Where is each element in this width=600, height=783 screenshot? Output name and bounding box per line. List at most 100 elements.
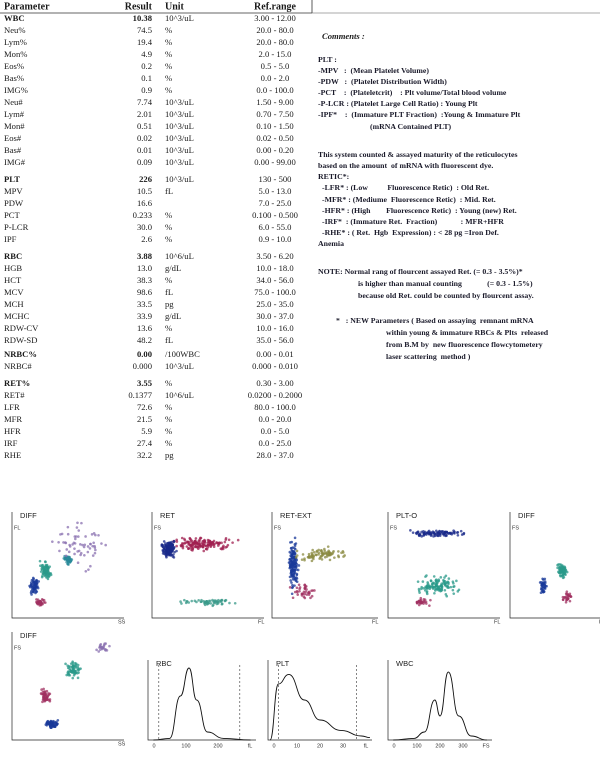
y-axis-label: FL [14,525,20,531]
result: 13.6 [137,323,153,333]
ref-range: 130 - 500 [259,174,292,184]
ref-range: 10.0 - 16.0 [256,323,293,333]
comment-line: from B.M by new fluorescence flowcytomet… [386,340,543,349]
dot [209,541,212,544]
dot [181,546,185,550]
unit: 10^6/uL [165,251,194,261]
dot [561,598,565,602]
dot [417,603,421,607]
unit: % [165,37,172,47]
dot [193,599,197,603]
dot [180,536,184,540]
dot [227,538,231,542]
comment-line: based on the amount of mRNA with fluores… [318,161,493,170]
dot [288,586,292,589]
comment-line: -LFR* : (Low Fluorescence Retic) : Old R… [322,183,489,192]
dot [76,676,80,680]
dot [76,561,80,565]
dot [568,599,572,603]
dot [56,722,59,726]
dot [452,592,456,595]
dot [168,542,172,546]
unit: % [165,210,172,220]
ref-range: 1.50 - 9.00 [256,97,293,107]
dot [291,583,294,587]
dot [558,567,561,571]
dot [429,579,433,583]
dot [82,545,86,549]
dot [295,586,299,590]
dot [53,725,57,728]
dot [67,550,71,554]
parameter: PCT [4,210,21,220]
parameter: MCV [4,287,24,297]
unit: 10^3/uL [165,145,194,155]
ref-range: 2.0 - 15.0 [259,49,292,59]
dot [201,545,205,549]
graph-title: PLT [276,659,290,668]
dot [416,580,420,583]
ref-range: 28.0 - 37.0 [256,450,293,460]
dot [303,583,307,587]
graph: RBC 0 100 200 fL [147,659,256,749]
dot [298,589,301,593]
result: 98.6 [137,287,153,297]
graph-title: RBC [156,659,172,668]
dot [307,590,311,594]
dot [77,667,81,671]
dot [228,601,231,605]
dot [175,544,178,548]
dot [101,645,104,649]
unit: % [165,275,172,285]
dot [89,564,92,568]
graph-frame [11,512,124,619]
result: 48.2 [137,335,152,345]
dot [163,549,166,553]
ref-range: 0.0 - 25.0 [259,438,292,448]
dot [209,602,213,605]
ref-range: 20.0 - 80.0 [256,25,293,35]
dot [40,692,43,696]
ref-range: 34.0 - 56.0 [256,275,293,285]
parameter: Lym% [4,37,27,47]
comment-line: -HFR* : (High Fluorescence Retic) : Youn… [322,206,517,215]
parameter: RET% [4,378,30,388]
dot [43,690,46,693]
dot [207,599,211,603]
dot [48,698,52,701]
dot [343,554,346,557]
dot [560,570,564,574]
dot [196,544,200,548]
ref-range: 0.0 - 20.0 [259,414,292,424]
dot [76,663,80,667]
dot [429,532,433,536]
dot [35,582,39,586]
graph-frame [267,660,372,741]
dot [161,545,165,549]
parameter: IMG# [4,157,26,167]
dot [194,539,197,543]
dot [187,542,190,546]
dot [206,546,210,549]
parameter: Mon# [4,121,25,131]
comment-line: -PDW : (Platelet Distribution Width) [318,77,447,86]
dot [188,536,192,540]
dot [72,667,75,670]
dot [74,537,77,541]
dot [442,582,445,585]
comment-line: -IRF* : (Immature Ret. Fraction) : MFR+H… [322,217,504,226]
graph-title: WBC [396,659,414,668]
dot [456,531,460,534]
dot [455,579,458,583]
parameter: RBC [4,251,22,261]
dot [425,592,429,596]
unit: 10^3/uL [165,109,194,119]
dot [97,650,101,653]
dot [319,554,323,558]
dot [291,574,295,578]
dot [66,666,70,670]
dot [420,535,423,538]
ref-range: 30.0 - 37.0 [256,311,293,321]
parameter: Lym# [4,109,25,119]
